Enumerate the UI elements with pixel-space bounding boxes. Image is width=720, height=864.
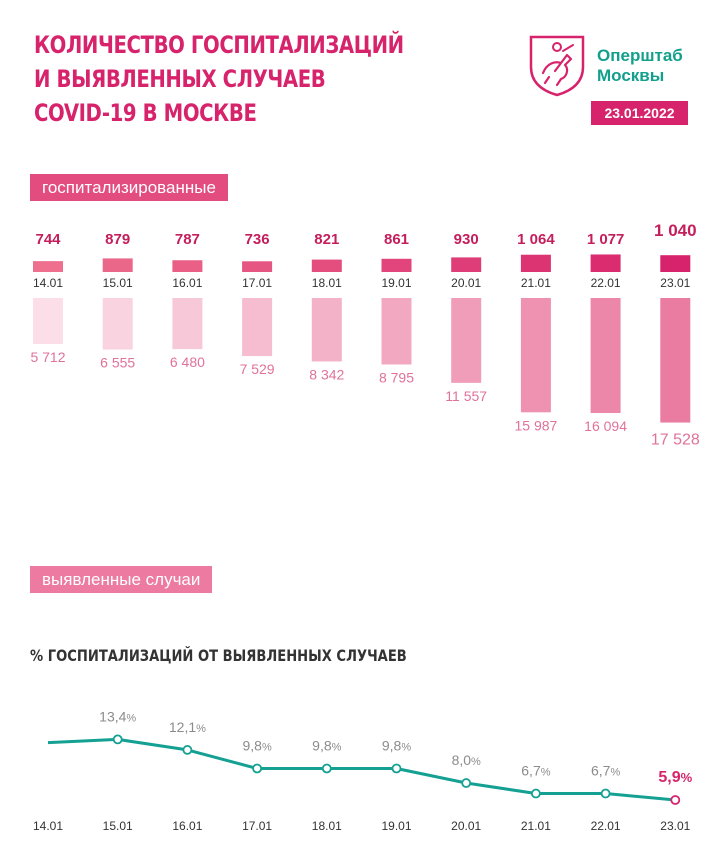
date-tick-label: 22.01 — [591, 819, 621, 833]
title-line-3: COVID-19 В МОСКВЕ — [34, 99, 257, 127]
date-tick-label: 23.01 — [660, 819, 690, 833]
hosp-bar — [102, 258, 133, 272]
hosp-value-label: 879 — [105, 231, 130, 248]
date-tick-label: 18.01 — [312, 819, 342, 833]
cases-value-label: 11 557 — [445, 388, 487, 404]
percent-unit: % — [471, 756, 481, 768]
bars-chart: 744 14.01 5 712 879 15.01 6 555 787 16.01 6 480 7… — [30, 221, 700, 449]
cases-bar — [381, 298, 412, 365]
percent-point — [531, 788, 541, 799]
cases-value-label: 8 342 — [309, 366, 344, 382]
hosp-bar — [590, 254, 621, 272]
percent-value-label: 9,8% — [242, 737, 271, 753]
cases-bar — [311, 298, 342, 362]
hospitalized-label: госпитализированные — [30, 174, 228, 201]
cases-value-label: 8 795 — [379, 369, 414, 385]
percent-point — [182, 745, 193, 755]
hosp-value-label: 787 — [175, 231, 200, 248]
hosp-value-label: 821 — [314, 231, 339, 248]
hosp-bar — [660, 255, 691, 272]
hosp-bar — [172, 260, 203, 272]
date-tick-label: 18.01 — [312, 276, 342, 290]
cases-bar — [172, 298, 203, 350]
hosp-value-label: 861 — [384, 231, 409, 248]
cases-bar — [660, 298, 691, 423]
date-tick-label: 21.01 — [521, 819, 551, 833]
cases-value-label: 6 480 — [170, 354, 205, 370]
hosp-bar — [242, 261, 273, 272]
cases-value-label: 6 555 — [100, 355, 135, 371]
date-tick-label: 17.01 — [242, 819, 272, 833]
date-tick-label: 19.01 — [381, 819, 411, 833]
date-tick-label: 16.01 — [172, 819, 202, 833]
cases-bar — [520, 298, 551, 413]
hosp-bar — [381, 258, 412, 272]
date-badge: 23.01.2022 — [591, 101, 688, 125]
percent-value-label: 6,7% — [591, 763, 620, 779]
title-line-2: И ВЫЯВЛЕННЫХ СЛУЧАЕВ — [34, 65, 326, 93]
percent-unit: % — [541, 767, 551, 779]
cases-bar — [590, 298, 621, 414]
hosp-bar — [33, 261, 63, 272]
percent-value-label: 12,1% — [169, 719, 206, 735]
percent-series-line — [47, 737, 676, 802]
cases-bar — [242, 298, 273, 357]
percent-chart-title: % ГОСПИТАЛИЗАЦИЙ ОТ ВЫЯВЛЕННЫХ СЛУЧАЕВ — [30, 646, 407, 665]
date-tick-label: 19.01 — [381, 276, 411, 290]
percent-point — [600, 788, 611, 799]
org-line-2: Москвы — [597, 66, 665, 85]
hosp-bar — [520, 254, 551, 272]
hosp-value-label: 1 064 — [517, 231, 555, 248]
percent-unit: % — [196, 723, 206, 735]
cases-value-label: 17 528 — [651, 432, 700, 449]
hosp-bar — [451, 257, 482, 272]
cases-value-label: 7 529 — [240, 361, 275, 377]
percent-point — [461, 778, 472, 788]
hosp-value-label: 744 — [35, 231, 61, 248]
percent-value-label: 5,9% — [658, 769, 692, 786]
cases-label: выявленные случаи — [30, 566, 213, 593]
hosp-value-label: 1 040 — [654, 221, 697, 240]
hosp-bar — [311, 259, 342, 272]
cases-value-label: 5 712 — [30, 349, 65, 365]
date-tick-label: 20.01 — [451, 819, 481, 833]
date-tick-label: 23.01 — [660, 276, 690, 290]
percent-unit: % — [401, 741, 411, 753]
hosp-value-label: 736 — [245, 231, 270, 248]
percent-unit: % — [610, 767, 620, 779]
cases-bar — [451, 298, 482, 383]
percent-value-label: 9,8% — [382, 737, 411, 753]
percent-unit: % — [126, 712, 136, 724]
percent-point — [112, 734, 123, 745]
moscow-coat-of-arms-icon — [529, 35, 585, 97]
hosp-value-label: 1 077 — [587, 231, 625, 248]
percent-value-label: 13,4% — [99, 708, 136, 724]
percent-unit: % — [681, 770, 693, 785]
date-tick-label: 15.01 — [103, 819, 133, 833]
percent-point — [252, 763, 263, 774]
cases-bar — [102, 298, 133, 350]
percent-point — [391, 763, 402, 774]
date-tick-label: 20.01 — [451, 276, 481, 290]
date-tick-label: 14.01 — [33, 276, 63, 290]
percent-unit: % — [262, 741, 272, 753]
cases-value-label: 15 987 — [514, 417, 557, 433]
hosp-value-label: 930 — [454, 231, 479, 248]
cases-value-label: 16 094 — [584, 418, 627, 434]
date-tick-label: 14.01 — [33, 819, 63, 833]
percent-unit: % — [332, 741, 342, 753]
date-tick-label: 16.01 — [172, 276, 202, 290]
org-line-1: Оперштаб — [597, 46, 683, 65]
date-tick-label: 22.01 — [591, 276, 621, 290]
date-tick-label: 17.01 — [242, 276, 272, 290]
percent-value-label: 9,8% — [312, 737, 341, 753]
percent-point — [321, 763, 332, 774]
org-name: Оперштаб Москвы — [597, 46, 683, 86]
percent-value-label: 8,0% — [452, 752, 481, 768]
percent-value-label: 6,7% — [521, 763, 550, 779]
date-tick-label: 21.01 — [521, 276, 551, 290]
percent-point — [670, 795, 681, 805]
date-tick-label: 15.01 — [103, 276, 133, 290]
cases-bar — [33, 298, 63, 344]
